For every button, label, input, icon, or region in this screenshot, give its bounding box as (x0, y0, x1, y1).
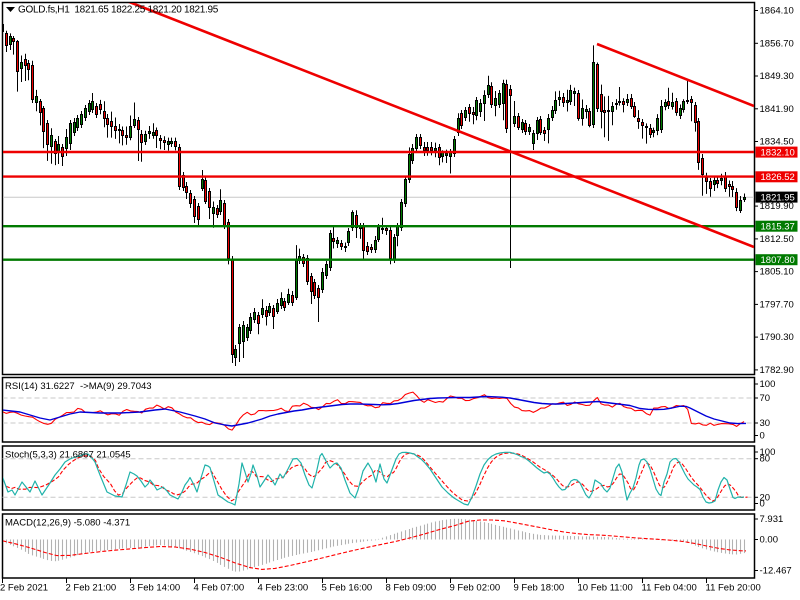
svg-text:2 Feb 2021: 2 Feb 2021 (0, 583, 48, 594)
svg-text:1826.52: 1826.52 (761, 172, 795, 183)
svg-text:1819.90: 1819.90 (760, 201, 794, 212)
svg-text:2 Feb 21:00: 2 Feb 21:00 (66, 583, 117, 594)
svg-text:80: 80 (760, 454, 771, 465)
svg-text:70: 70 (760, 393, 771, 404)
svg-text:4 Feb 07:00: 4 Feb 07:00 (194, 583, 245, 594)
svg-text:1832.10: 1832.10 (761, 147, 795, 158)
svg-text:RSI(14) 31.6227 ->MA(9) 29.70: RSI(14) 31.6227 ->MA(9) 29.7043 (5, 381, 152, 392)
svg-text:1856.70: 1856.70 (760, 38, 794, 49)
svg-text:1790.30: 1790.30 (760, 332, 794, 343)
svg-text:1849.30: 1849.30 (760, 71, 794, 82)
svg-text:1815.37: 1815.37 (761, 221, 795, 232)
svg-text:0: 0 (760, 431, 765, 442)
svg-text:100: 100 (760, 447, 776, 458)
svg-text:0.00: 0.00 (760, 535, 779, 546)
svg-text:1782.90: 1782.90 (760, 365, 794, 376)
svg-text:11 Feb 04:00: 11 Feb 04:00 (642, 583, 697, 594)
svg-text:GOLD.fs,H1 1821.65 1822.25 18: GOLD.fs,H1 1821.65 1822.25 1821.20 1821.… (18, 5, 219, 16)
svg-text:1805.10: 1805.10 (760, 267, 794, 278)
svg-text:7.931: 7.931 (760, 514, 784, 525)
svg-text:9 Feb 02:00: 9 Feb 02:00 (450, 583, 501, 594)
svg-text:3 Feb 14:00: 3 Feb 14:00 (130, 583, 181, 594)
svg-text:1841.90: 1841.90 (760, 104, 794, 115)
svg-text:8 Feb 09:00: 8 Feb 09:00 (386, 583, 437, 594)
svg-text:MACD(12,26,9) -5.080 -4.371: MACD(12,26,9) -5.080 -4.371 (5, 518, 130, 529)
svg-text:-12.467: -12.467 (760, 566, 792, 577)
svg-text:4 Feb 23:00: 4 Feb 23:00 (258, 583, 309, 594)
svg-text:1812.50: 1812.50 (760, 234, 794, 245)
svg-text:20: 20 (760, 492, 771, 503)
svg-text:30: 30 (760, 418, 771, 429)
svg-text:1834.50: 1834.50 (760, 137, 794, 148)
svg-text:0: 0 (760, 499, 765, 510)
svg-text:1821.95: 1821.95 (761, 192, 795, 203)
svg-text:1864.10: 1864.10 (760, 6, 794, 17)
svg-text:9 Feb 18:00: 9 Feb 18:00 (514, 583, 565, 594)
svg-text:5 Feb 16:00: 5 Feb 16:00 (322, 583, 373, 594)
svg-text:Stoch(5,3,3) 21.6867 21.0545: Stoch(5,3,3) 21.6867 21.0545 (5, 450, 131, 461)
svg-text:11 Feb 20:00: 11 Feb 20:00 (706, 583, 761, 594)
svg-text:1797.70: 1797.70 (760, 299, 794, 310)
svg-text:1807.80: 1807.80 (761, 255, 795, 266)
svg-text:100: 100 (760, 379, 776, 390)
svg-text:10 Feb 11:00: 10 Feb 11:00 (578, 583, 633, 594)
